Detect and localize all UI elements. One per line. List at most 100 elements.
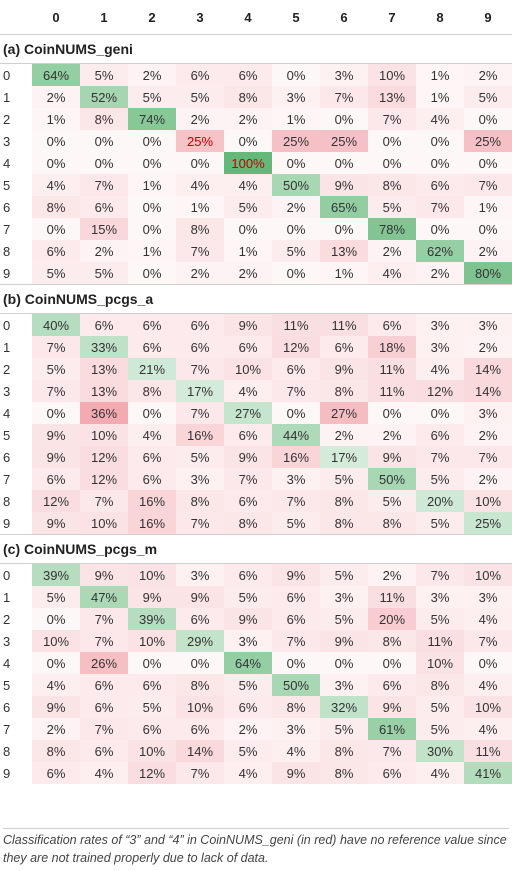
matrix-cell: 0% bbox=[368, 402, 416, 424]
matrix-cell: 6% bbox=[224, 696, 272, 718]
row-label: 6 bbox=[3, 449, 11, 465]
row-label: 3 bbox=[3, 383, 11, 399]
matrix-cell: 5% bbox=[80, 262, 128, 285]
matrix-cell: 7% bbox=[464, 630, 512, 652]
matrix-cell: 0% bbox=[320, 218, 368, 240]
matrix-cell: 6% bbox=[128, 446, 176, 468]
table-row: 3 0% 0% 0% 25% 0% 25% 25% 0% 0% 25% bbox=[0, 130, 512, 152]
matrix-cell: 8% bbox=[176, 490, 224, 512]
matrix-cell: 10% bbox=[176, 696, 224, 718]
matrix-cell: 4% bbox=[272, 740, 320, 762]
row-label: 1 bbox=[3, 589, 11, 605]
matrix-cell: 3% bbox=[464, 402, 512, 424]
table-row: 7 2% 7% 6% 6% 2% 3% 5% 61% 5% 4% bbox=[0, 718, 512, 740]
matrix-cell: 5% bbox=[128, 696, 176, 718]
matrix-cell: 0% bbox=[272, 63, 320, 86]
matrix-cell: 10% bbox=[464, 563, 512, 586]
matrix-cell: 6% bbox=[224, 63, 272, 86]
matrix-cell: 3% bbox=[464, 586, 512, 608]
matrix-cell: 25% bbox=[176, 130, 224, 152]
matrix-cell: 12% bbox=[80, 468, 128, 490]
matrix-cell: 2% bbox=[176, 108, 224, 130]
matrix-cell: 0% bbox=[32, 130, 80, 152]
matrix-cell: 5% bbox=[320, 468, 368, 490]
matrix-cell: 8% bbox=[272, 696, 320, 718]
matrix-cell: 64% bbox=[32, 63, 80, 86]
matrix-cell: 4% bbox=[368, 262, 416, 285]
column-header: 8 bbox=[416, 0, 464, 35]
matrix-cell: 0% bbox=[128, 152, 176, 174]
matrix-cell: 0% bbox=[32, 218, 80, 240]
matrix-cell: 41% bbox=[464, 762, 512, 784]
matrix-cell: 16% bbox=[176, 424, 224, 446]
matrix-cell: 8% bbox=[320, 740, 368, 762]
matrix-cell: 0% bbox=[80, 130, 128, 152]
matrix-cell: 100% bbox=[224, 152, 272, 174]
row-label: 0 bbox=[3, 567, 11, 583]
section-header: (b) CoinNUMS_pcgs_a bbox=[0, 284, 512, 314]
matrix-cell: 4% bbox=[224, 174, 272, 196]
matrix-cell: 5% bbox=[80, 63, 128, 86]
matrix-cell: 7% bbox=[272, 490, 320, 512]
matrix-cell: 8% bbox=[320, 762, 368, 784]
matrix-cell: 6% bbox=[32, 762, 80, 784]
matrix-cell: 6% bbox=[272, 608, 320, 630]
matrix-cell: 3% bbox=[272, 86, 320, 108]
matrix-cell: 0% bbox=[464, 218, 512, 240]
matrix-cell: 3% bbox=[272, 718, 320, 740]
matrix-cell: 6% bbox=[128, 313, 176, 336]
matrix-cell: 4% bbox=[416, 108, 464, 130]
section-title: (c) CoinNUMS_pcgs_m bbox=[0, 534, 512, 564]
matrix-cell: 2% bbox=[416, 262, 464, 285]
matrix-cell: 33% bbox=[80, 336, 128, 358]
matrix-cell: 6% bbox=[176, 63, 224, 86]
matrix-cell: 9% bbox=[224, 313, 272, 336]
matrix-cell: 4% bbox=[464, 608, 512, 630]
matrix-cell: 0% bbox=[464, 108, 512, 130]
matrix-cell: 6% bbox=[224, 424, 272, 446]
matrix-cell: 4% bbox=[80, 762, 128, 784]
matrix-cell: 0% bbox=[128, 652, 176, 674]
row-label: 7 bbox=[3, 471, 11, 487]
matrix-cell: 0% bbox=[272, 652, 320, 674]
table-row: 9 5% 5% 0% 2% 2% 0% 1% 4% 2% 80% bbox=[0, 262, 512, 285]
matrix-cell: 7% bbox=[320, 86, 368, 108]
matrix-cell: 13% bbox=[320, 240, 368, 262]
matrix-cell: 2% bbox=[224, 718, 272, 740]
row-label: 5 bbox=[3, 677, 11, 693]
matrix-cell: 8% bbox=[128, 380, 176, 402]
matrix-cell: 6% bbox=[224, 336, 272, 358]
matrix-cell: 12% bbox=[80, 446, 128, 468]
table-row: 6 8% 6% 0% 1% 5% 2% 65% 5% 7% 1% bbox=[0, 196, 512, 218]
matrix-cell: 4% bbox=[32, 174, 80, 196]
matrix-cell: 61% bbox=[368, 718, 416, 740]
matrix-cell: 10% bbox=[128, 563, 176, 586]
matrix-cell: 2% bbox=[464, 468, 512, 490]
matrix-cell: 6% bbox=[80, 674, 128, 696]
row-label: 4 bbox=[3, 655, 11, 671]
table-row: 4 0% 0% 0% 0% 100% 0% 0% 0% 0% 0% bbox=[0, 152, 512, 174]
matrix-cell: 3% bbox=[320, 63, 368, 86]
matrix-cell: 9% bbox=[32, 512, 80, 535]
row-label: 7 bbox=[3, 221, 11, 237]
matrix-cell: 7% bbox=[80, 490, 128, 512]
corner-cell bbox=[0, 0, 32, 35]
matrix-cell: 52% bbox=[80, 86, 128, 108]
row-label: 9 bbox=[3, 265, 11, 281]
matrix-cell: 0% bbox=[464, 152, 512, 174]
matrix-cell: 5% bbox=[224, 196, 272, 218]
matrix-cell: 3% bbox=[464, 313, 512, 336]
matrix-cell: 2% bbox=[464, 63, 512, 86]
table-row: 5 4% 7% 1% 4% 4% 50% 9% 8% 6% 7% bbox=[0, 174, 512, 196]
matrix-cell: 2% bbox=[80, 240, 128, 262]
matrix-cell: 8% bbox=[224, 512, 272, 535]
matrix-cell: 7% bbox=[32, 336, 80, 358]
matrix-cell: 10% bbox=[80, 512, 128, 535]
matrix-cell: 11% bbox=[368, 586, 416, 608]
matrix-cell: 6% bbox=[80, 740, 128, 762]
matrix-cell: 20% bbox=[368, 608, 416, 630]
matrix-cell: 3% bbox=[416, 313, 464, 336]
matrix-cell: 0% bbox=[416, 218, 464, 240]
table-row: 0 39% 9% 10% 3% 6% 9% 5% 2% 7% 10% bbox=[0, 563, 512, 586]
matrix-cell: 7% bbox=[224, 468, 272, 490]
